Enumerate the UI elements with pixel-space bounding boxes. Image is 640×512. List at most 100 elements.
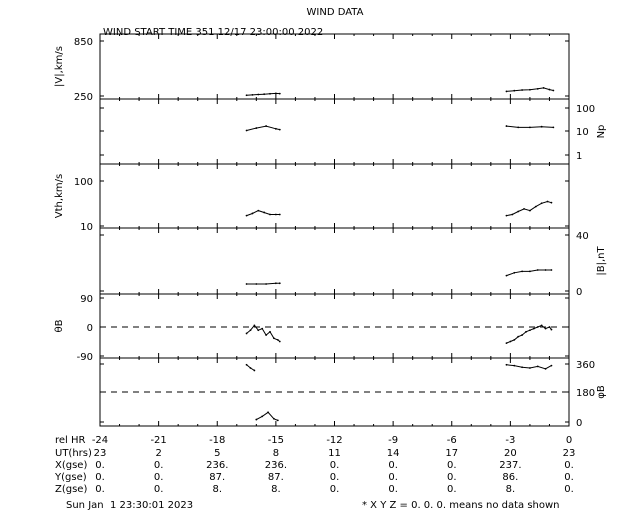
table-cell: 0. <box>388 472 398 483</box>
data-point <box>525 330 527 333</box>
table-cell: -21 <box>150 435 166 446</box>
series-trace <box>506 200 552 217</box>
data-point <box>521 334 523 336</box>
data-point <box>532 327 535 330</box>
data-point <box>255 418 258 421</box>
data-point <box>550 201 553 204</box>
footer-timestamp: Sun Jan 1 23:30:01 2023 <box>66 500 193 511</box>
table-cell: 23 <box>94 448 107 459</box>
y-tick-label: 180 <box>576 388 595 399</box>
table-cell: 5 <box>214 448 220 459</box>
table-cell: 0. <box>330 472 340 483</box>
table-cell: 0. <box>564 484 574 495</box>
table-cell: 11 <box>328 448 341 459</box>
data-point <box>278 282 281 285</box>
data-point <box>261 327 264 330</box>
data-point <box>550 328 553 331</box>
data-point <box>521 89 523 91</box>
y-tick-label: 850 <box>74 37 93 48</box>
data-point <box>536 365 539 368</box>
data-point <box>265 334 268 336</box>
table-cell: -18 <box>209 435 225 446</box>
y-axis-label: Vth,km/s <box>54 174 65 218</box>
y-axis-label: φB <box>596 385 607 399</box>
panel-speed: 850 250 |V|,km/s <box>54 33 570 103</box>
data-point <box>505 274 508 277</box>
data-point <box>276 338 279 341</box>
data-point <box>540 202 543 205</box>
data-point <box>521 270 523 273</box>
data-point <box>517 210 520 213</box>
table-cell: 0. <box>154 460 164 471</box>
table-row-label: X(gse) <box>55 460 87 471</box>
y-axis-label: |V|,km/s <box>54 46 65 87</box>
panel-field: 40 0 |B|,nT <box>99 227 607 298</box>
table-cell: 0. <box>95 472 105 483</box>
table-cell: 86. <box>502 472 518 483</box>
y-tick-label: 250 <box>74 92 93 103</box>
data-point <box>265 283 268 285</box>
series-trace <box>246 324 281 342</box>
data-point <box>536 87 539 90</box>
data-point <box>245 129 248 132</box>
data-point <box>550 269 553 271</box>
data-point <box>552 126 555 129</box>
y-tick-label: 100 <box>576 104 595 115</box>
panel-theta: 90 0 -90 θB <box>54 293 570 363</box>
table-cell: 236. <box>206 460 228 471</box>
data-point <box>245 283 248 285</box>
y-tick-label: 360 <box>576 360 595 371</box>
data-point <box>274 213 277 216</box>
y-tick-label: 10 <box>80 222 93 233</box>
table-cell: 0. <box>330 460 340 471</box>
data-point <box>536 326 539 328</box>
table-cell: 0. <box>388 484 398 495</box>
table-cell: 17 <box>445 448 458 459</box>
data-point <box>505 90 508 93</box>
table-cell: -24 <box>92 435 108 446</box>
data-point <box>269 330 271 333</box>
data-point <box>255 127 258 129</box>
data-point <box>251 94 254 96</box>
data-point <box>249 329 252 332</box>
table-cell: 0. <box>154 472 164 483</box>
table-cell: 8. <box>212 484 222 495</box>
data-point <box>257 93 260 96</box>
table-cell: 87. <box>268 472 284 483</box>
table-cell: 0. <box>330 484 340 495</box>
data-point <box>261 415 264 418</box>
table-row-label: Z(gse) <box>55 484 87 495</box>
data-point <box>278 128 281 131</box>
data-point <box>263 93 266 96</box>
y-tick-label: -90 <box>77 352 93 363</box>
data-point <box>529 126 531 129</box>
data-point <box>255 283 258 285</box>
data-point <box>263 211 266 214</box>
series-trace <box>506 269 552 277</box>
panel-phi: 360 180 0 φB <box>99 357 607 429</box>
table-cell: -6 <box>447 435 457 446</box>
y-tick-label: 100 <box>74 177 93 188</box>
data-point <box>548 326 551 328</box>
data-point <box>278 92 281 95</box>
y-tick-label: 0 <box>87 323 93 334</box>
data-point <box>505 363 508 366</box>
data-point <box>505 125 508 127</box>
data-point <box>245 363 248 366</box>
table-cell: 0. <box>564 472 574 483</box>
series-trace <box>506 324 552 344</box>
data-point <box>278 340 281 343</box>
data-point <box>521 366 523 369</box>
data-point <box>269 92 271 95</box>
data-point <box>257 329 260 332</box>
data-point <box>276 419 279 422</box>
table-cell: 0. <box>447 460 457 471</box>
data-point <box>267 411 269 414</box>
panel-frame <box>99 293 570 359</box>
data-point <box>529 367 531 369</box>
data-point <box>253 369 256 372</box>
data-point <box>505 342 508 345</box>
data-point <box>245 214 248 217</box>
data-point <box>542 87 545 89</box>
